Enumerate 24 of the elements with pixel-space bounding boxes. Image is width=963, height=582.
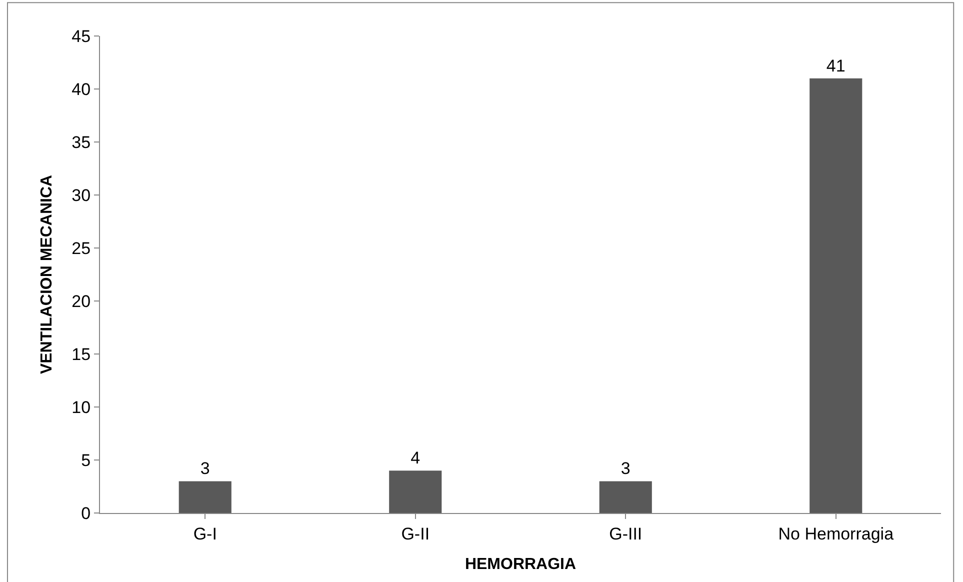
y-tick-label: 0 xyxy=(81,504,91,523)
data-label: 41 xyxy=(826,56,846,76)
y-tick-label: 40 xyxy=(72,80,91,99)
y-tick-label: 15 xyxy=(72,344,91,364)
x-axis-title: HEMORRAGIA xyxy=(464,556,576,574)
bar xyxy=(810,78,862,513)
x-tick-label: No Hemorragia xyxy=(778,524,894,544)
data-label: 4 xyxy=(410,448,420,468)
y-tick-label: 30 xyxy=(72,186,91,205)
x-tick-label: G-III xyxy=(609,524,642,544)
y-tick-label: 5 xyxy=(81,450,91,470)
y-tick-label: 20 xyxy=(72,292,91,311)
data-label: 3 xyxy=(620,459,630,478)
y-tick-label: 35 xyxy=(72,132,91,152)
y-axis-title: VENTILACION MECANICA xyxy=(38,174,56,374)
y-tick-label: 25 xyxy=(72,238,91,258)
bar xyxy=(389,470,442,513)
y-tick-label: 10 xyxy=(72,398,91,417)
x-tick-label: G-I xyxy=(193,524,217,544)
data-label: 3 xyxy=(200,459,210,478)
y-tick-label: 45 xyxy=(72,26,91,46)
bar xyxy=(599,481,652,513)
bar xyxy=(178,481,232,513)
x-tick-label: G-II xyxy=(401,524,430,544)
